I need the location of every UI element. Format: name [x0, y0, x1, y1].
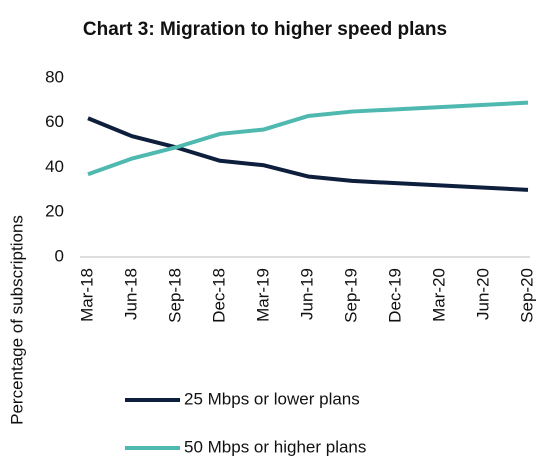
x-tick-label: Jun-18: [121, 268, 140, 320]
legend-label: 50 Mbps or higher plans: [184, 437, 366, 456]
x-tick-label: Sep-18: [165, 268, 184, 323]
x-tick-label: Mar-18: [77, 268, 96, 322]
y-axis-label: Percentage of subscriptions: [7, 215, 26, 425]
y-tick-label: 40: [45, 157, 64, 176]
x-tick-label: Jun-19: [297, 268, 316, 320]
x-tick-label: Sep-19: [341, 268, 360, 323]
x-tick-label: Jun-20: [473, 268, 492, 320]
x-tick-label: Mar-20: [429, 268, 448, 322]
y-tick-label: 80: [45, 67, 64, 86]
x-tick-label: Mar-19: [253, 268, 272, 322]
legend-label: 25 Mbps or lower plans: [184, 389, 360, 408]
y-tick-label: 0: [55, 246, 64, 265]
x-tick-label: Dec-18: [209, 268, 228, 323]
series-line: [87, 100, 529, 177]
chart-title: Chart 3: Migration to higher speed plans: [83, 19, 447, 40]
x-tick-label: Dec-19: [385, 268, 404, 323]
x-tick-label: Sep-20: [517, 268, 536, 323]
series-line: [87, 116, 529, 192]
y-tick-label: 60: [45, 112, 64, 131]
y-tick-label: 20: [45, 202, 64, 221]
